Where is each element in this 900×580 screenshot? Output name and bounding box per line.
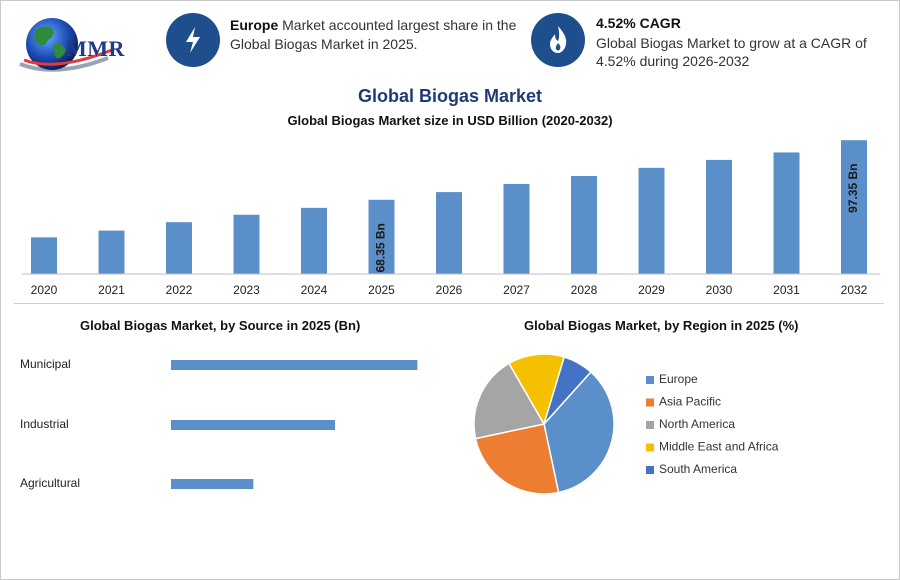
x-tick-label: 2025 xyxy=(368,283,395,297)
cagr-text: Global Biogas Market to grow at a CAGR o… xyxy=(596,35,867,69)
data-label-2025: 68.35 Bn xyxy=(374,223,388,272)
source-bar-municipal xyxy=(171,360,418,370)
x-tick-label: 2024 xyxy=(301,283,328,297)
legend-label: South America xyxy=(659,462,737,476)
bar-2029 xyxy=(638,167,665,274)
logo-text: MMR xyxy=(66,36,125,61)
pie-slice-middle-east-and-africa xyxy=(507,353,566,426)
pie-slice-europe xyxy=(543,370,615,494)
bar-2032 xyxy=(841,140,867,274)
data-label-2032: 97.35 Bn xyxy=(846,164,860,213)
pie-slice-north-america xyxy=(473,362,546,440)
x-tick-label: 2028 xyxy=(571,283,598,297)
flame-icon xyxy=(531,13,585,67)
source-bar-industrial xyxy=(171,420,336,430)
cagr-title: 4.52% CAGR xyxy=(596,15,681,31)
legend-label: Europe xyxy=(659,372,698,386)
bar-2023 xyxy=(233,214,260,274)
bar-2028 xyxy=(571,176,597,274)
highlight-europe-bold: Europe xyxy=(230,17,279,33)
globe-icon xyxy=(19,18,113,72)
highlight-europe-text: Europe Market accounted largest share in… xyxy=(230,16,520,54)
region-pie-chart: Europe Asia Pacific North America Middle Ea… xyxy=(473,353,779,495)
main-title: Global Biogas Market xyxy=(357,86,543,106)
legend-swatch xyxy=(646,376,654,384)
pie-slice-south-america xyxy=(543,356,592,425)
pie-slice-asia-pacific xyxy=(474,423,560,495)
source-bar-chart: Municipal Industrial Agricultural xyxy=(20,357,418,490)
bar-2024 xyxy=(301,207,327,274)
x-tick-label: 2031 xyxy=(773,283,800,297)
bar-2031 xyxy=(773,152,800,274)
x-tick-label: 2027 xyxy=(503,283,530,297)
market-size-bar-chart: 2020 2021 2022 2023 2024 2025 2026 2027 2028 2029… xyxy=(22,140,880,297)
lightning-icon xyxy=(166,13,220,67)
x-tick-label: 2023 xyxy=(233,283,260,297)
bar-2026 xyxy=(436,192,462,274)
source-label-agricultural: Agricultural xyxy=(20,476,80,490)
bar-2027 xyxy=(503,183,530,274)
source-bar-agricultural xyxy=(171,479,254,489)
legend-label: Middle East and Africa xyxy=(659,440,779,454)
source-label-industrial: Industrial xyxy=(20,417,69,431)
bar-2022 xyxy=(166,222,192,274)
x-tick-label: 2022 xyxy=(166,283,193,297)
x-tick-label: 2032 xyxy=(841,283,868,297)
x-tick-label: 2030 xyxy=(706,283,733,297)
legend-swatch xyxy=(646,466,654,474)
legend-swatch xyxy=(646,421,654,429)
bar-2025 xyxy=(368,199,395,274)
section-divider xyxy=(14,303,884,304)
bar-2020 xyxy=(31,237,57,274)
market-size-chart-title: Global Biogas Market size in USD Billion… xyxy=(287,113,613,128)
x-tick-label: 2021 xyxy=(98,283,125,297)
x-tick-label: 2020 xyxy=(31,283,58,297)
x-tick-label: 2026 xyxy=(436,283,463,297)
legend-swatch xyxy=(646,443,654,452)
region-chart-title: Global Biogas Market, by Region in 2025 … xyxy=(524,318,799,333)
legend-label: Asia Pacific xyxy=(659,395,721,409)
bar-2030 xyxy=(706,159,732,274)
highlight-europe-body: Market accounted largest share in the Gl… xyxy=(230,17,517,52)
mmr-logo xyxy=(16,14,141,78)
x-tick-label: 2029 xyxy=(638,283,665,297)
legend-swatch xyxy=(646,398,654,407)
source-chart-title: Global Biogas Market, by Source in 2025 … xyxy=(80,318,361,333)
bar-2021 xyxy=(98,230,125,274)
legend-label: North America xyxy=(659,417,735,431)
source-label-municipal: Municipal xyxy=(20,357,71,371)
